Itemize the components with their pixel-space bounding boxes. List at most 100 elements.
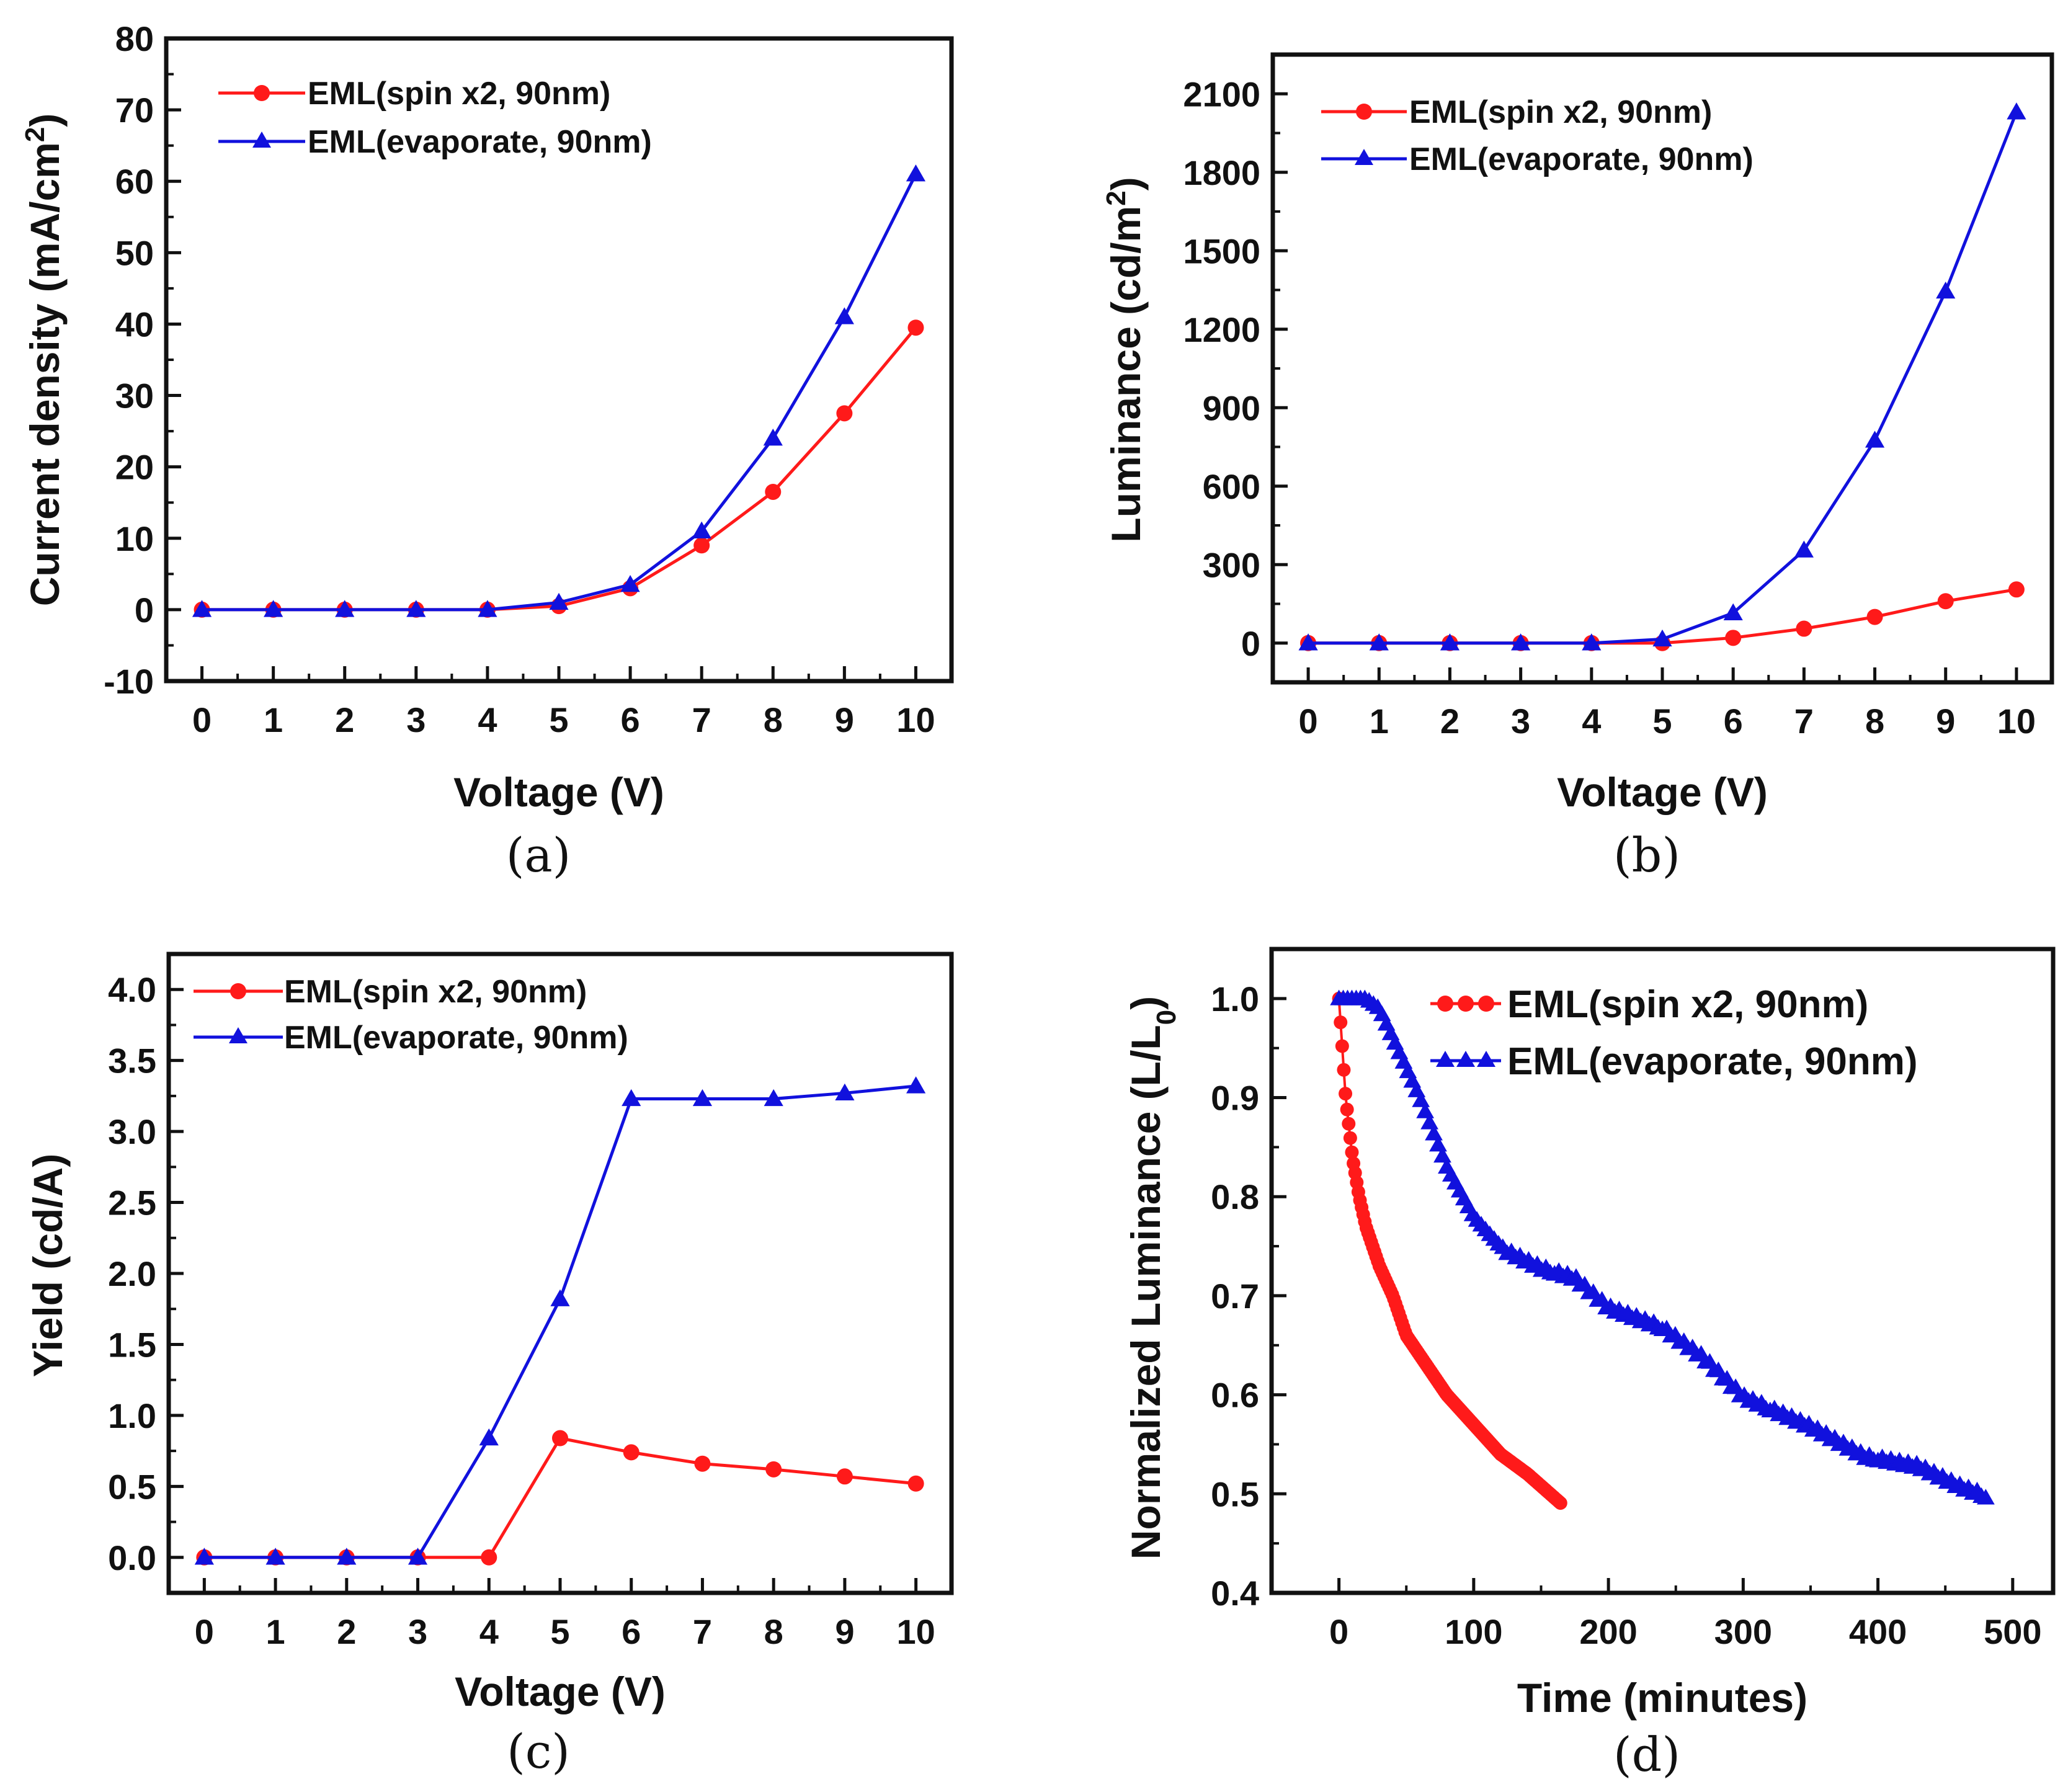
panel-a-spin-line: [202, 326, 917, 612]
panel-d-legend-evap-marker: [1477, 1051, 1495, 1067]
panel-b-y-tick-label: 1800: [1183, 153, 1260, 192]
panel-c-x-tick-label: 10: [896, 1612, 935, 1651]
panel-b-spin-point: [1796, 620, 1812, 637]
panel-c-spin-point: [694, 1455, 711, 1472]
panel-d-legend-spin-label: EML(spin x2, 90nm): [1507, 983, 1868, 1026]
panel-a-evap-point: [834, 307, 854, 324]
panel-d-y-tick-label: 0.9: [1211, 1079, 1259, 1118]
panel-c-evap-point: [692, 1089, 713, 1107]
panel-c-legend-evap-marker: [229, 1027, 247, 1043]
panel-c-evap-line: [204, 1084, 916, 1559]
panel-b-evap-line: [1308, 111, 2018, 645]
panel-d-x-tick-label: 400: [1849, 1612, 1907, 1651]
panel-c-spin-point: [765, 1461, 782, 1478]
panel-a-x-tick-label: 4: [478, 700, 497, 739]
panel-c-legend-spin-marker: [230, 983, 246, 999]
panel-a-evap-line: [202, 173, 917, 612]
panel-b-y-tick-label: 900: [1203, 388, 1260, 427]
panel-c-yield-chart: 0 1 2 3 4 5 6 7 8 9 100.00.51.01.52.02.53.03.54.0 …: [25, 952, 954, 1779]
panel-b-x-tick-label: 2: [1440, 702, 1460, 741]
panel-c-series: [194, 1076, 926, 1566]
panel-a-y-tick-label: 70: [115, 91, 154, 130]
panel-c-evap-point: [479, 1428, 499, 1446]
panel-a-spin-point: [836, 405, 853, 422]
panel-b-x-tick-label: 5: [1652, 702, 1672, 741]
panel-c-label: (c): [507, 1724, 570, 1779]
panel-b-x-tick-label: 3: [1511, 702, 1530, 741]
panel-c-x-tick-label: 9: [835, 1612, 854, 1651]
panel-b-y-axis-label: Luminance (cd/m2): [1101, 177, 1149, 542]
panel-a-evap-point: [335, 600, 355, 617]
panel-c-evap-point: [550, 1289, 570, 1306]
panel-a-legend-evap-marker: [252, 132, 271, 148]
panel-a-y-tick-label: 30: [115, 377, 154, 416]
panel-c-spin-point: [907, 1475, 924, 1492]
panel-b-legend-evap-label: EML(evaporate, 90nm): [1409, 141, 1754, 177]
panel-d-plot-frame: [1269, 947, 2056, 1595]
panel-c-y-tick-label: 2.5: [108, 1184, 156, 1223]
panel-b-legend-spin-label: EML(spin x2, 90nm): [1409, 94, 1712, 130]
panel-c-legend-spin-label: EML(spin x2, 90nm): [284, 974, 587, 1010]
panel-a-y-tick-label: 40: [115, 305, 154, 344]
panel-d-spin-point: [1342, 1117, 1356, 1131]
panel-b-evap-point: [1865, 430, 1885, 448]
panel-a-current-density-chart: 0 1 2 3 4 5 6 7 8 9 10 -10 0 10 20 30 40 50 60 70 80 Voltage…: [20, 19, 954, 883]
panel-b-x-tick-label: 4: [1582, 702, 1601, 741]
panel-a-spin-point: [765, 483, 782, 500]
panel-a-x-tick-label: 1: [264, 700, 283, 739]
panel-c-axes: 0 1 2 3 4 5 6 7 8 9 10 0.0 0.5 1.0 1.5 2.0 2.5 3.0 3.5 4.0: [108, 970, 935, 1651]
panel-b-luminance-chart: 0 1 2 3 4 5 6 7 8 9 10 0 300 600 900 1200 1500 1800 2100 V…: [1101, 52, 2054, 883]
panel-c-x-tick-label: 2: [337, 1612, 356, 1651]
panel-d-legend-evap-label: EML(evaporate, 90nm): [1507, 1040, 1918, 1083]
panel-c-evap-point: [835, 1083, 855, 1101]
panel-b-y-tick-label: 1500: [1183, 231, 1260, 270]
panel-a-evap-point: [906, 164, 926, 182]
panel-b-x-tick-label: 0: [1299, 702, 1318, 741]
panel-b-spin-point: [1866, 608, 1883, 625]
panel-b-x-axis-label: Voltage (V): [1557, 769, 1768, 815]
panel-c-y-axis-label: Yield (cd/A): [25, 1154, 71, 1378]
panel-b-evap-point: [2007, 102, 2026, 120]
panel-d-spin-point: [1335, 1039, 1349, 1053]
panel-b-x-tick-label: 1: [1370, 702, 1389, 741]
panel-c-evap-point: [906, 1076, 926, 1094]
panel-a-legend-spin-label: EML(spin x2, 90nm): [308, 76, 610, 112]
panel-d-spin-point: [1334, 1015, 1348, 1030]
panel-b-x-tick-label: 10: [1997, 702, 2036, 741]
panel-d-y-tick-label: 0.4: [1211, 1574, 1259, 1613]
panel-d-label: (d): [1613, 1727, 1680, 1782]
panel-b-evap-point: [1369, 633, 1389, 651]
panel-a-evap-point: [692, 521, 711, 538]
panel-b-y-tick-label: 1200: [1183, 310, 1260, 349]
panel-c-y-tick-label: 0.0: [108, 1538, 156, 1577]
panel-b-legend-evap-marker: [1355, 149, 1373, 165]
panel-b-evap-point: [1936, 282, 1956, 299]
panel-b-legend-spin-marker: [1356, 104, 1372, 120]
panel-b-evap-point: [1582, 633, 1602, 651]
panel-d-spin-point: [1339, 1087, 1353, 1101]
panel-a-evap-point: [478, 600, 497, 617]
panel-d-x-tick-label: 0: [1329, 1612, 1348, 1651]
panel-a-y-tick-label: 60: [115, 162, 154, 201]
panel-b-label: (b): [1613, 827, 1680, 883]
panel-a-x-tick-label: 0: [192, 700, 212, 739]
panel-c-legend: EML(spin x2, 90nm) EML(evaporate, 90nm): [194, 974, 628, 1056]
panel-d-series: [1330, 989, 1995, 1510]
panel-d-axes: 0 100 200 300 400 500 0.4 0.5 0.6 0.7 0.8 0.9 1.0: [1211, 979, 2041, 1651]
panel-c-evap-point: [265, 1548, 285, 1565]
panel-b-evap-point: [1511, 633, 1531, 651]
panel-b-evap-point: [1440, 633, 1460, 651]
panel-a-evap-point: [763, 429, 783, 446]
panel-d-y-axis-label: Normalized Luminance (L/L0): [1123, 996, 1182, 1559]
panel-b-x-tick-label: 8: [1865, 702, 1884, 741]
panel-d-y-tick-label: 1.0: [1211, 979, 1259, 1019]
panel-c-y-tick-label: 3.0: [108, 1112, 156, 1151]
panel-b-axes: 0 1 2 3 4 5 6 7 8 9 10 0 300 600 900 1200 1500 1800 2100: [1183, 74, 2036, 741]
panel-d-spin-point: [1345, 1145, 1359, 1159]
panel-d-spin-point: [1340, 1102, 1354, 1117]
panel-b-legend: EML(spin x2, 90nm) EML(evaporate, 90nm): [1321, 94, 1754, 177]
panel-d-legend: EML(spin x2, 90nm) EML(evaporate, 90nm): [1430, 983, 1918, 1083]
panel-c-x-tick-label: 3: [408, 1612, 427, 1651]
panel-b-evap-point: [1298, 633, 1318, 651]
